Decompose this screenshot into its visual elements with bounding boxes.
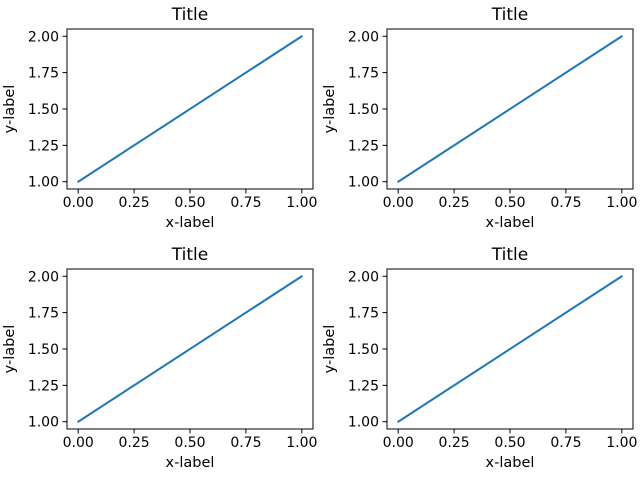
data-line bbox=[77, 275, 303, 423]
x-tick-label: 1.00 bbox=[606, 435, 637, 451]
x-tick-label: 0.00 bbox=[63, 195, 94, 211]
y-tick-label: 1.50 bbox=[348, 342, 379, 358]
chart-title: Title bbox=[491, 5, 528, 25]
x-axis-label: x-label bbox=[166, 215, 215, 231]
y-tick-label: 2.00 bbox=[28, 29, 59, 45]
subplot-top-right: 0.00 0.25 0.50 0.75 1.00 1.00 1.25 1.50 1.75 2.00… bbox=[320, 0, 640, 240]
y-tick-label: 1.50 bbox=[28, 342, 59, 358]
x-tick-label: 0.50 bbox=[494, 435, 525, 451]
y-tick-label: 1.00 bbox=[348, 415, 379, 431]
y-tick-label: 1.75 bbox=[28, 66, 59, 82]
x-tick-label: 0.25 bbox=[119, 195, 150, 211]
x-tick-label: 0.50 bbox=[174, 435, 205, 451]
subplot-chart: 0.00 0.25 0.50 0.75 1.00 1.00 1.25 1.50 1.75 2.00… bbox=[322, 245, 637, 471]
y-axis-label: y-label bbox=[322, 325, 338, 374]
data-line bbox=[397, 275, 623, 423]
x-tick-label: 0.00 bbox=[383, 195, 414, 211]
x-tick-label: 0.25 bbox=[439, 435, 470, 451]
subplot-chart: 0.00 0.25 0.50 0.75 1.00 1.00 1.25 1.50 1.75 2.00… bbox=[2, 245, 317, 471]
x-axis-label: x-label bbox=[486, 455, 535, 471]
y-tick-label: 1.50 bbox=[28, 102, 59, 118]
x-axis-label: x-label bbox=[486, 215, 535, 231]
x-axis-label: x-label bbox=[166, 455, 215, 471]
y-tick-label: 2.00 bbox=[348, 29, 379, 45]
subplot-bottom-right: 0.00 0.25 0.50 0.75 1.00 1.00 1.25 1.50 1.75 2.00… bbox=[320, 240, 640, 480]
y-tick-label: 2.00 bbox=[348, 269, 379, 285]
y-tick-label: 1.75 bbox=[348, 306, 379, 322]
y-tick-label: 2.00 bbox=[28, 269, 59, 285]
y-tick-label: 1.00 bbox=[28, 415, 59, 431]
subplot-top-left: 0.00 0.25 0.50 0.75 1.00 1.00 1.25 1.50 1.75 2.00… bbox=[0, 0, 320, 240]
x-tick-label: 1.00 bbox=[286, 195, 317, 211]
x-tick-label: 0.75 bbox=[550, 195, 581, 211]
chart-title: Title bbox=[171, 245, 208, 265]
x-tick-label: 0.75 bbox=[230, 435, 261, 451]
x-tick-label: 0.00 bbox=[383, 435, 414, 451]
y-axis-label: y-label bbox=[322, 85, 338, 134]
y-tick-label: 1.00 bbox=[348, 175, 379, 191]
subplot-bottom-left: 0.00 0.25 0.50 0.75 1.00 1.00 1.25 1.50 1.75 2.00… bbox=[0, 240, 320, 480]
x-tick-label: 0.75 bbox=[550, 435, 581, 451]
x-tick-label: 0.75 bbox=[230, 195, 261, 211]
data-line bbox=[397, 35, 623, 183]
subplot-chart: 0.00 0.25 0.50 0.75 1.00 1.00 1.25 1.50 1.75 2.00… bbox=[2, 5, 317, 231]
y-axis-label: y-label bbox=[2, 325, 18, 374]
y-tick-label: 1.75 bbox=[348, 66, 379, 82]
y-tick-label: 1.25 bbox=[28, 138, 59, 154]
x-tick-label: 0.50 bbox=[494, 195, 525, 211]
x-tick-label: 0.25 bbox=[439, 195, 470, 211]
subplot-chart: 0.00 0.25 0.50 0.75 1.00 1.00 1.25 1.50 1.75 2.00… bbox=[322, 5, 637, 231]
data-line bbox=[77, 35, 303, 183]
x-tick-label: 0.25 bbox=[119, 435, 150, 451]
x-tick-label: 1.00 bbox=[286, 435, 317, 451]
chart-title: Title bbox=[491, 245, 528, 265]
y-tick-label: 1.25 bbox=[348, 138, 379, 154]
x-tick-label: 1.00 bbox=[606, 195, 637, 211]
chart-title: Title bbox=[171, 5, 208, 25]
y-axis-label: y-label bbox=[2, 85, 18, 134]
y-tick-label: 1.50 bbox=[348, 102, 379, 118]
y-tick-label: 1.25 bbox=[28, 378, 59, 394]
y-tick-label: 1.25 bbox=[348, 378, 379, 394]
x-tick-label: 0.50 bbox=[174, 195, 205, 211]
y-tick-label: 1.00 bbox=[28, 175, 59, 191]
x-tick-label: 0.00 bbox=[63, 435, 94, 451]
y-tick-label: 1.75 bbox=[28, 306, 59, 322]
